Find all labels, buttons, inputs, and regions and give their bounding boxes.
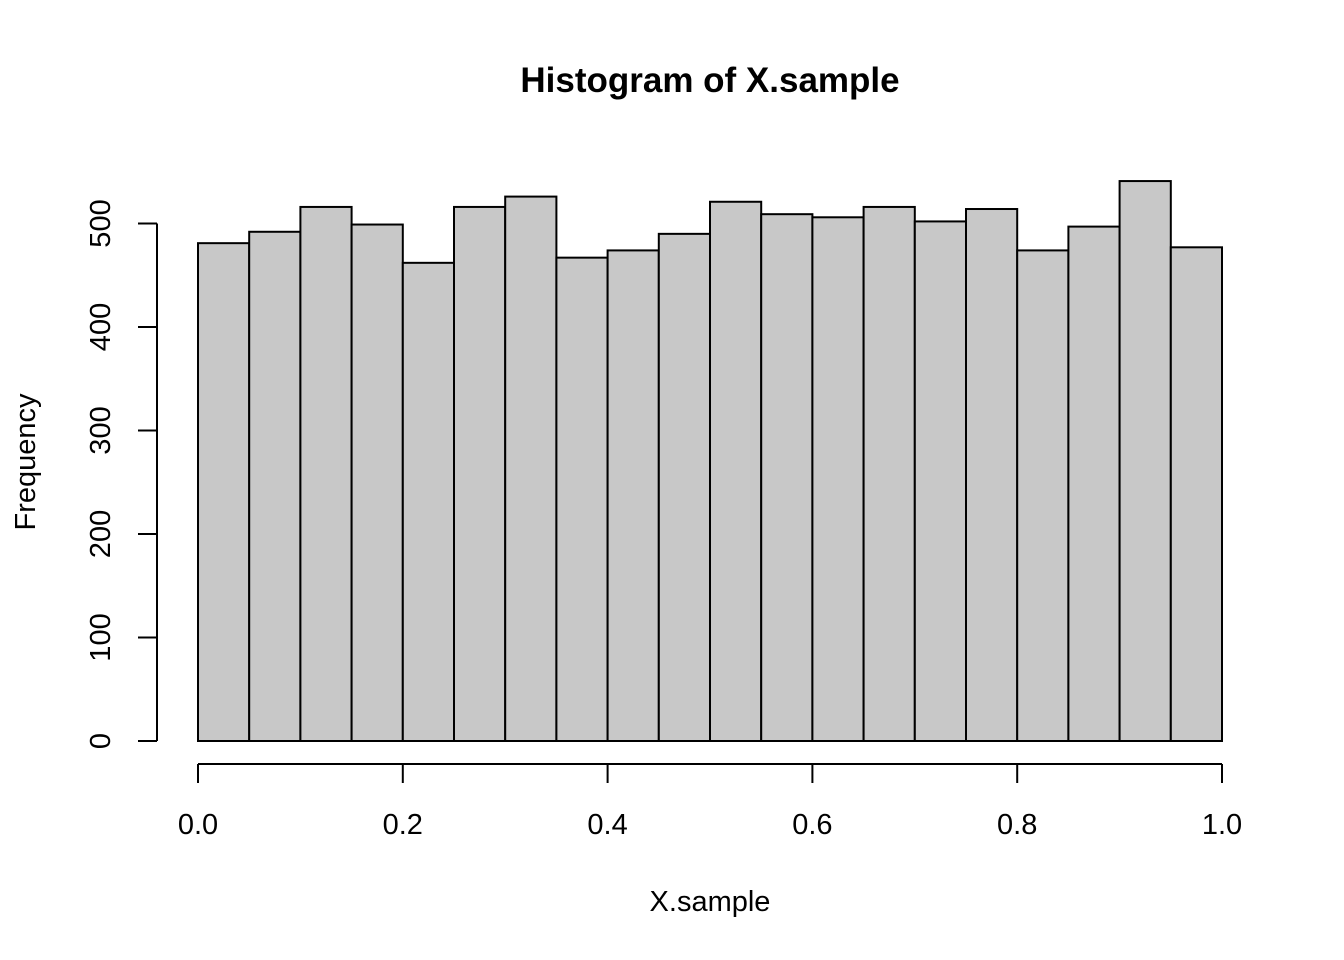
y-tick-label: 0 bbox=[85, 733, 117, 749]
x-tick-label: 0.8 bbox=[997, 809, 1037, 841]
chart-title: Histogram of X.sample bbox=[520, 61, 899, 100]
y-tick-label: 500 bbox=[85, 199, 117, 247]
y-axis-label: Frequency bbox=[10, 393, 42, 531]
histogram-bar bbox=[709, 200, 763, 742]
histogram-bar bbox=[1067, 225, 1121, 743]
x-tick-label: 0.0 bbox=[178, 809, 218, 841]
histogram-bar bbox=[811, 216, 865, 743]
bars-group bbox=[197, 180, 1224, 743]
histogram-bar bbox=[504, 195, 558, 742]
histogram-bar bbox=[555, 256, 609, 742]
y-tick-label: 100 bbox=[85, 613, 117, 661]
histogram-bar bbox=[862, 205, 916, 742]
histogram-bar bbox=[453, 205, 507, 742]
x-tick-label: 0.4 bbox=[587, 809, 627, 841]
x-tick-label: 1.0 bbox=[1202, 809, 1242, 841]
y-tick-label: 200 bbox=[85, 510, 117, 558]
histogram-bar bbox=[1169, 246, 1224, 742]
histogram-bar bbox=[1016, 249, 1070, 742]
histogram-bar bbox=[197, 242, 251, 742]
y-tick-label: 300 bbox=[85, 406, 117, 454]
histogram-bar bbox=[965, 208, 1019, 742]
x-tick-label: 0.2 bbox=[383, 809, 423, 841]
histogram-bar bbox=[299, 205, 353, 742]
histogram-bar bbox=[913, 220, 967, 742]
x-axis-label: X.sample bbox=[650, 886, 771, 918]
histogram-bar bbox=[760, 213, 814, 742]
histogram-bar bbox=[350, 223, 404, 743]
histogram-bar bbox=[401, 261, 455, 742]
x-tick-label: 0.6 bbox=[792, 809, 832, 841]
histogram-bar bbox=[1118, 180, 1172, 742]
histogram-bar bbox=[657, 232, 711, 742]
y-axis: 0 100 200 300 400 500 bbox=[85, 199, 158, 749]
y-tick-label: 400 bbox=[85, 303, 117, 351]
histogram-bar bbox=[248, 230, 302, 742]
histogram-bar bbox=[606, 249, 660, 742]
x-axis: 0.0 0.2 0.4 0.6 0.8 1.0 bbox=[178, 763, 1242, 841]
